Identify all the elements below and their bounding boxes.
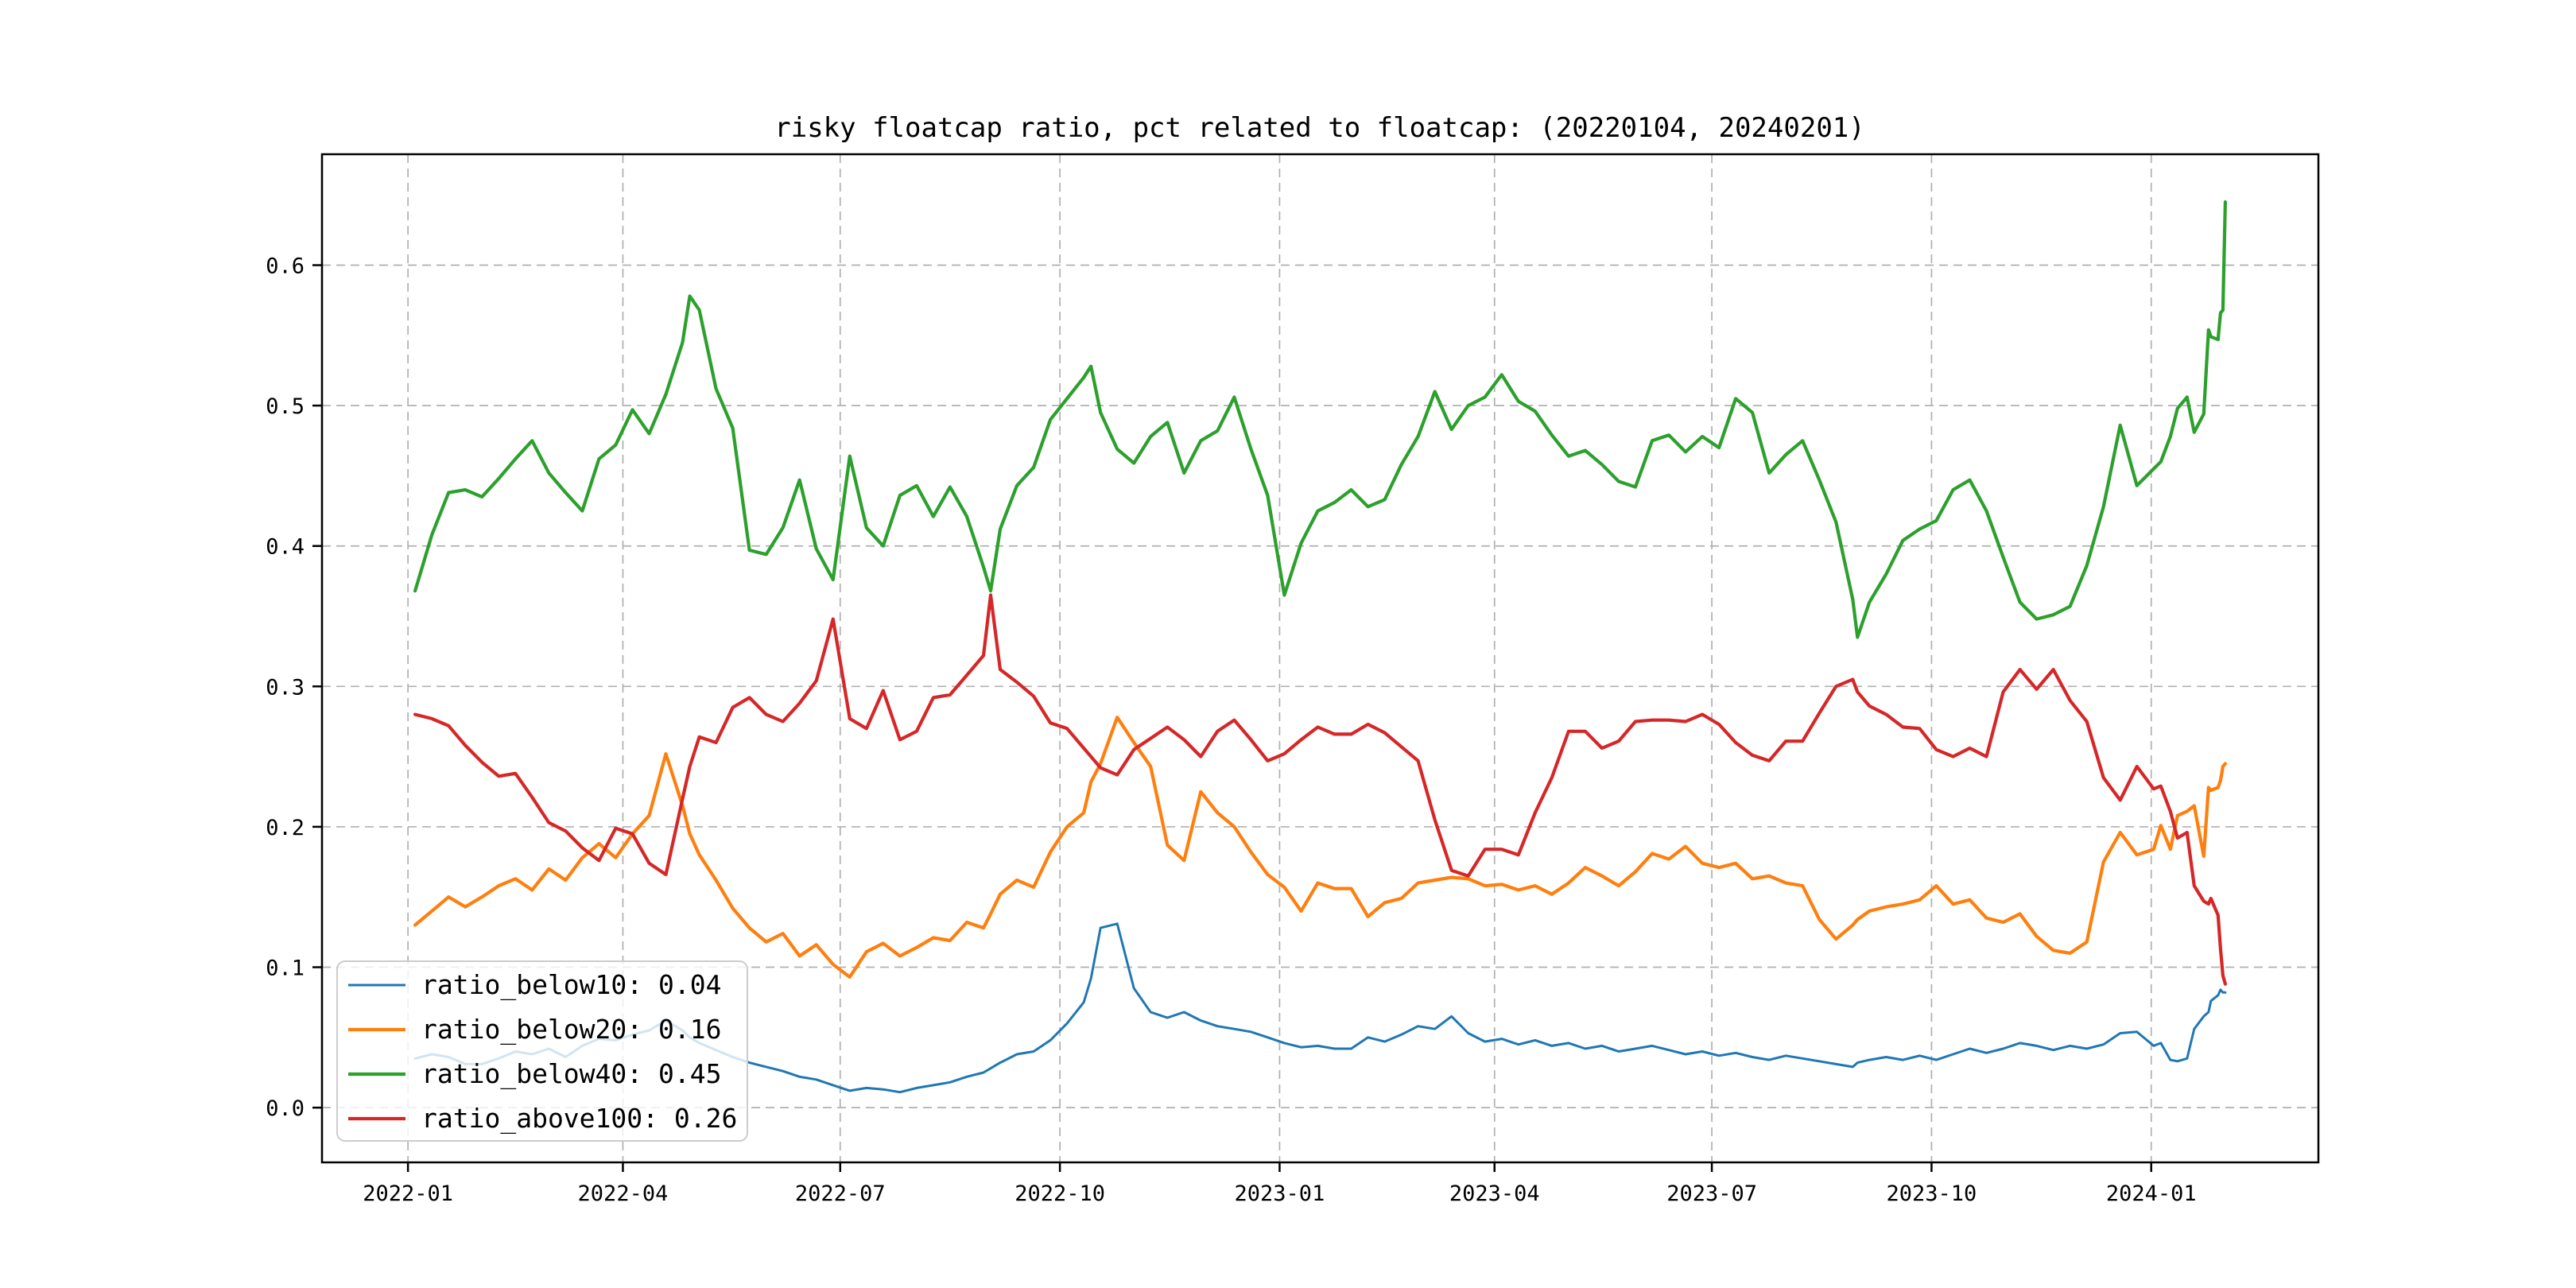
y-tick-label: 0.3 <box>266 675 305 700</box>
x-tick-label: 2022-10 <box>1014 1181 1105 1206</box>
y-tick-label: 0.5 <box>266 394 305 419</box>
axis-ticks <box>312 264 2152 1172</box>
x-tick-labels: 2022-01 2022-04 2022-07 2022-10 2023-01 2023-… <box>363 1181 2196 1206</box>
x-tick-label: 2022-07 <box>795 1181 886 1206</box>
legend: ratio_below10: 0.04 ratio_below20: 0.16 ra… <box>336 960 748 1142</box>
legend-label-ratio_below20: ratio_below20: 0.16 <box>421 1014 722 1046</box>
x-tick-label: 2023-04 <box>1449 1181 1540 1206</box>
data-series <box>413 200 2227 1094</box>
y-tick-label: 0.6 <box>266 254 305 279</box>
series-line-ratio_above100 <box>413 593 2227 986</box>
x-tick-label: 2022-04 <box>578 1181 669 1206</box>
x-tick-label: 2023-07 <box>1666 1181 1757 1206</box>
series-line-ratio_below40 <box>413 200 2227 639</box>
chart-title: risky floatcap ratio, pct related to flo… <box>774 112 1864 144</box>
legend-label-ratio_above100: ratio_above100: 0.26 <box>421 1103 737 1135</box>
y-tick-labels: 0.0 0.1 0.2 0.3 0.4 0.5 0.6 <box>266 254 305 1122</box>
plot-frame <box>320 153 2320 1164</box>
x-tick-label: 2022-01 <box>363 1181 453 1206</box>
x-tick-label: 2023-01 <box>1235 1181 1325 1206</box>
legend-label-ratio_below10: ratio_below10: 0.04 <box>421 969 722 1001</box>
legend-box <box>336 960 748 1142</box>
legend-label-ratio_below40: ratio_below40: 0.45 <box>421 1058 722 1090</box>
x-tick-label: 2023-10 <box>1887 1181 1977 1206</box>
y-tick-label: 0.4 <box>266 535 305 560</box>
x-tick-label: 2024-01 <box>2106 1181 2197 1206</box>
y-tick-label: 0.0 <box>266 1096 305 1121</box>
y-tick-label: 0.2 <box>266 816 305 840</box>
y-tick-label: 0.1 <box>266 956 305 981</box>
series-line-ratio_below20 <box>413 716 2227 980</box>
